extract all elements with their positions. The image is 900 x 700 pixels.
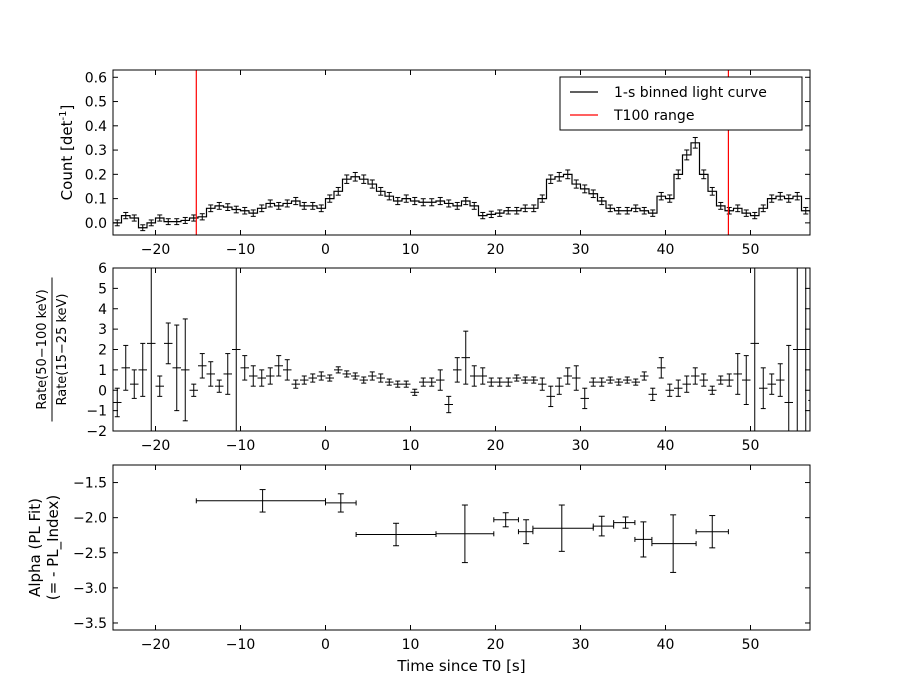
legend-label-light-curve: 1-s binned light curve [614,85,767,101]
x-tick-label: 50 [742,438,760,454]
y-tick-label: −2.0 [73,511,107,527]
hardness-area [113,268,810,431]
y-axis-label-superscript: -1 [58,111,69,121]
y-tick-label: −3.5 [73,616,107,632]
x-tick-label: 40 [657,242,675,258]
legend-box [559,76,803,131]
panel-photon-index: −20 −10 0 10 20 30 40 50 −3.5 −3.0 −2.5 −2.0 −1.5 Alp… [26,464,811,675]
panel-hardness-ratio: −20 −10 0 10 20 30 40 50−2−10123456Rate(50−100 … [35,261,811,454]
y-axis-label-count: Count [det-1] [58,105,76,201]
y-tick-label: −2 [86,424,107,440]
x-tick-label: 50 [742,637,760,653]
ratio-denominator: Rate(15−25 keV) [55,293,70,405]
x-tick-label: −20 [141,242,171,258]
y-tick-label: −1 [86,404,107,420]
y-axis-label-end: ] [58,105,76,111]
y-axis-label-alpha-sub: (= - PL_Index) [44,495,63,600]
x-axis-label: Time since T0 [s] [396,657,525,675]
y-tick-label: 4 [98,302,107,318]
plot-border [112,464,811,631]
x-tick-label: 0 [321,438,330,454]
y-tick-label: 0.4 [85,119,107,135]
x-tick-label: 30 [572,637,590,653]
legend: 1-s binned light curve T100 range [559,76,803,131]
x-tick-label: 20 [487,438,505,454]
x-tick-label: 10 [402,637,420,653]
panel-light-curve: −20 −10 0 10 20 30 40 50 0.0 0.1 0.2 0.3 0.4 0.5 0.6 1-… [58,69,811,258]
y-tick-label: 0.2 [85,167,107,183]
x-tick-label: −10 [226,438,256,454]
y-tick-label: 0.0 [85,216,107,232]
ratio-numerator: Rate(50−100 keV) [35,289,50,409]
y-tick-label: 5 [98,281,107,297]
x-tick-label: −10 [226,637,256,653]
y-tick-label: 6 [98,261,107,277]
y-axis-label-text: Count [det [58,120,76,200]
y-tick-label: 2 [98,343,107,359]
x-tick-label: 40 [657,438,675,454]
plot-border [112,267,811,432]
light-curve-line [113,142,810,229]
x-tick-label: 20 [487,242,505,258]
y-axis-label-alpha: Alpha (PL Fit) [26,498,44,597]
x-tick-label: −20 [141,438,171,454]
x-tick-label: 20 [487,637,505,653]
plot-border [112,69,811,236]
light-curve-area [113,70,810,235]
y-tick-label: 0.6 [85,70,107,86]
y-tick-label: 0.3 [85,143,107,159]
y-tick-label: −1.5 [73,476,107,492]
y-tick-label: 0.1 [85,192,107,208]
x-tick-label: 0 [321,242,330,258]
y-tick-label: 0 [98,383,107,399]
x-tick-label: 30 [572,242,590,258]
legend-label-t100: T100 range [613,108,694,124]
x-tick-label: 0 [321,637,330,653]
alpha-area [195,489,729,573]
x-tick-label: 50 [742,242,760,258]
x-tick-label: 30 [572,438,590,454]
y-tick-label: 1 [98,363,107,379]
y-tick-label: −3.0 [73,581,107,597]
y-tick-label: 0.5 [85,95,107,111]
x-tick-label: 10 [402,438,420,454]
x-tick-label: −10 [226,242,256,258]
y-axis-label-ratio: Rate(50−100 keV) Rate(15−25 keV) [35,277,70,422]
y-tick-label: −2.5 [73,546,107,562]
x-tick-label: 40 [657,637,675,653]
y-tick-label: 3 [98,322,107,338]
x-tick-label: −20 [141,637,171,653]
x-tick-label: 10 [402,242,420,258]
